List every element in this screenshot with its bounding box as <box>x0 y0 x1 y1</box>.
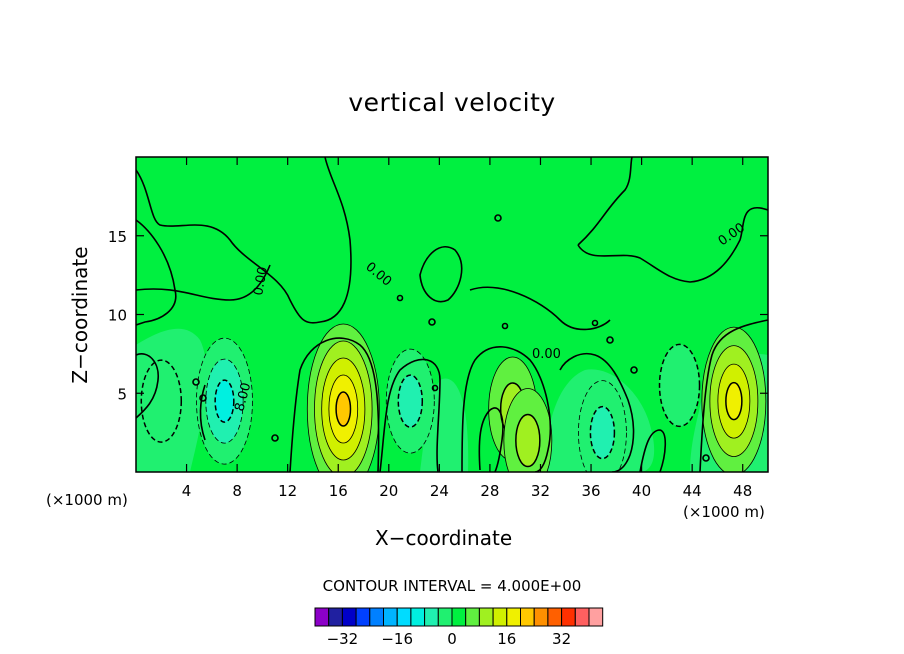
updraft-contour <box>725 381 743 421</box>
y-tick-label: 5 <box>117 385 127 403</box>
downdraft-contour <box>140 359 183 443</box>
colorbar-swatch <box>355 607 371 627</box>
colorbar-swatch <box>574 607 590 627</box>
x-axis-ticks: 4 8 12 16 20 24 28 32 36 40 44 48 <box>182 157 752 500</box>
colorbar-swatch <box>396 607 412 627</box>
colorbar-swatch <box>533 607 549 627</box>
zero-contours <box>136 157 768 472</box>
colorbar-swatch <box>437 607 453 627</box>
colorbar-tick-label: 16 <box>497 630 516 648</box>
contour-label: 0.00 <box>532 347 561 362</box>
colorbar-swatch <box>424 607 439 627</box>
updraft-contour <box>335 391 352 427</box>
x-tick-label: 4 <box>182 482 192 500</box>
x-unit-label-right: (×1000 m) <box>683 503 765 521</box>
colorbar-swatch <box>547 607 563 627</box>
colorbar-swatch <box>369 607 384 627</box>
colorbar-swatch <box>520 607 535 627</box>
downdraft-contour <box>658 343 701 428</box>
colorbar-swatch <box>328 607 343 627</box>
colorbar-swatch <box>451 607 467 627</box>
colorbar-tick-label: 32 <box>552 630 571 648</box>
velocity-cells <box>140 323 767 472</box>
downdraft-contour <box>589 405 616 460</box>
colorbar-swatch <box>383 607 398 627</box>
colorbar: −32 −16 0 16 32 <box>314 607 604 648</box>
y-axis-ticks: 5 10 15 <box>108 228 768 403</box>
y-axis-label: Z−coordinate <box>68 246 92 384</box>
x-tick-label: 28 <box>480 482 499 500</box>
x-tick-label: 40 <box>632 482 651 500</box>
colorbar-swatch <box>465 607 480 627</box>
x-tick-label: 20 <box>379 482 398 500</box>
x-tick-label: 12 <box>278 482 297 500</box>
contour-label: 8.00 <box>232 381 254 413</box>
x-tick-label: 16 <box>329 482 348 500</box>
x-tick-label: 36 <box>581 482 600 500</box>
contour-label: 0.00 <box>251 266 271 297</box>
y-tick-label: 15 <box>108 228 127 246</box>
colorbar-swatch <box>410 607 426 627</box>
colorbar-tick-label: −32 <box>327 630 359 648</box>
colorbar-tick-label: −16 <box>381 630 413 648</box>
updraft-contour <box>515 413 541 468</box>
x-tick-label: 32 <box>531 482 550 500</box>
x-tick-label: 8 <box>232 482 242 500</box>
x-unit-label-left: (×1000 m) <box>46 491 128 509</box>
x-axis-label: X−coordinate <box>375 526 513 550</box>
colorbar-swatch <box>341 607 357 627</box>
y-tick-label: 10 <box>108 307 127 325</box>
colorbar-swatch <box>478 607 494 627</box>
downdraft-contour <box>214 379 235 423</box>
colorbar-tick-label: 0 <box>447 630 457 648</box>
downdraft-contour <box>397 374 424 428</box>
chart-title: vertical velocity <box>348 88 556 117</box>
x-tick-label: 48 <box>733 482 752 500</box>
x-tick-label: 24 <box>430 482 449 500</box>
colorbar-swatch <box>492 607 508 627</box>
x-tick-label: 44 <box>683 482 702 500</box>
colorbar-swatch <box>561 607 576 627</box>
colorbar-swatch <box>588 607 604 627</box>
colorbar-swatch <box>314 607 330 627</box>
contour-interval-label: CONTOUR INTERVAL = 4.000E+00 <box>322 577 582 595</box>
colorbar-swatch <box>506 607 521 627</box>
